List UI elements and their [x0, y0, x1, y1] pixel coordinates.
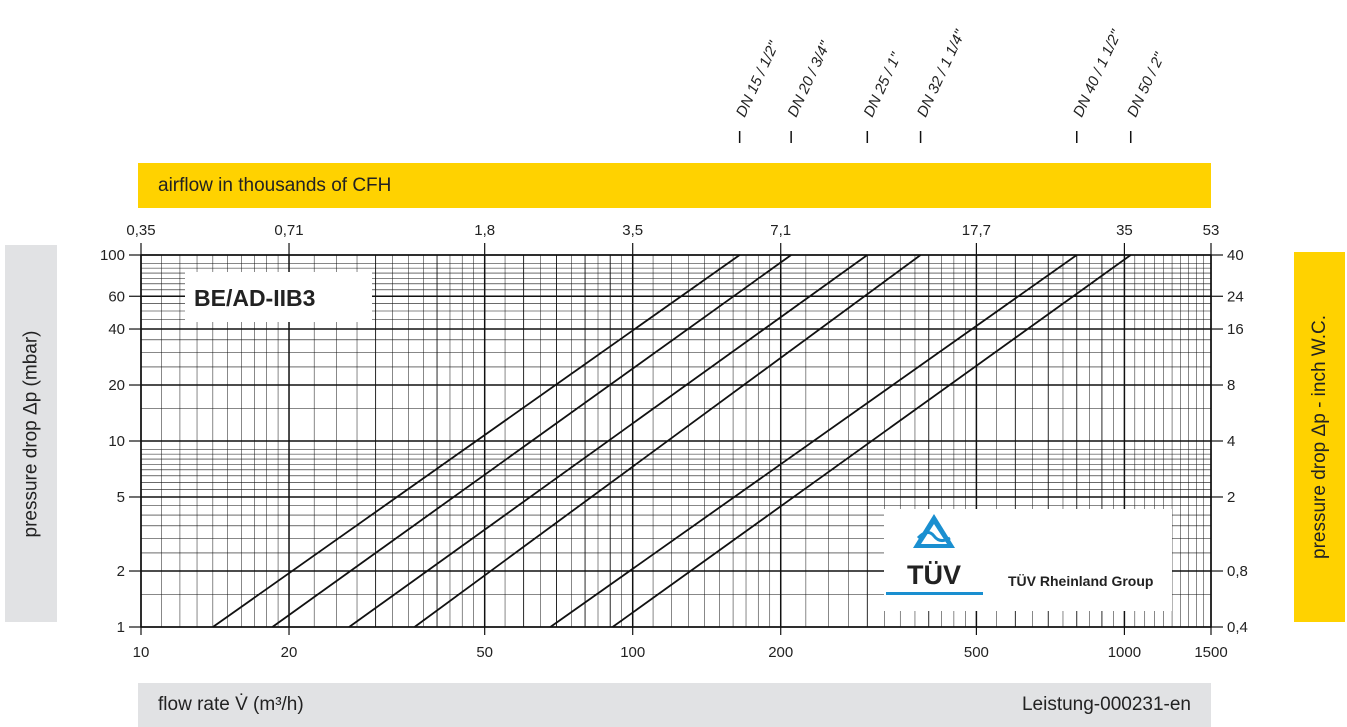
top-tick-label: 1,8: [474, 222, 495, 239]
series-line: [212, 254, 741, 628]
top-tick-label: 0,71: [274, 222, 303, 239]
right-tick-label: 0,4: [1227, 619, 1248, 636]
y-tick-label: 40: [108, 321, 125, 338]
top-axis-label: airflow in thousands of CFH: [158, 174, 392, 196]
right-tick-label: 8: [1227, 377, 1235, 394]
x-tick-label: 50: [476, 644, 493, 661]
y-tick-label: 2: [117, 563, 125, 580]
top-tick-label: 35: [1116, 222, 1133, 239]
series-label: DN 15 / 1/2": [733, 38, 783, 119]
series-line: [549, 254, 1078, 628]
y-tick-label: 100: [100, 247, 125, 264]
tuv-triangle-icon: [913, 514, 955, 548]
series-line: [612, 254, 1132, 628]
top-tick-label: 3,5: [622, 222, 643, 239]
series-label: DN 25 / 1": [861, 50, 906, 120]
top-tick-label: 53: [1203, 222, 1220, 239]
x-tick-label: 1500: [1194, 644, 1227, 661]
logo-underline: [886, 592, 983, 595]
y-tick-label: 5: [117, 489, 125, 506]
bottom-axis-band: flow rate V̇ (m³/h) Leistung-000231-en: [138, 683, 1211, 727]
y-tick-label: 1: [117, 619, 125, 636]
x-tick-label: 100: [620, 644, 645, 661]
right-tick-label: 16: [1227, 321, 1244, 338]
y-tick-label: 10: [108, 433, 125, 450]
series-label: DN 50 / 2": [1124, 50, 1169, 120]
x-tick-label: 10: [133, 644, 150, 661]
x-tick-label: 500: [964, 644, 989, 661]
top-axis-band: airflow in thousands of CFH: [138, 163, 1211, 208]
series-label: DN 20 / 3/4": [784, 38, 834, 119]
series-line: [271, 254, 792, 628]
series-line: [414, 254, 922, 628]
x-axis-label: flow rate V̇ (m³/h): [158, 694, 304, 715]
chart-title: BE/AD-IIB3: [194, 285, 315, 311]
series-label: DN 40 / 1 1/2": [1070, 27, 1125, 120]
y-tick-label: 20: [108, 377, 125, 394]
top-tick-label: 0,35: [126, 222, 155, 239]
right-tick-label: 0,8: [1227, 563, 1248, 580]
right-tick-label: 4: [1227, 433, 1235, 450]
top-tick-label: 17,7: [962, 222, 991, 239]
tuv-logo-text: TÜV: [907, 560, 961, 590]
tuv-group-text: TÜV Rheinland Group: [1008, 573, 1153, 589]
series-lines: [212, 254, 1132, 628]
top-tick-label: 7,1: [770, 222, 791, 239]
reference-code: Leistung-000231-en: [1021, 694, 1191, 715]
left-axis-band: pressure drop Δp (mbar): [5, 245, 57, 622]
tuv-certification-logo: TÜV TÜV Rheinland Group: [884, 509, 1172, 611]
right-tick-label: 2: [1227, 489, 1235, 506]
y-tick-label: 60: [108, 288, 125, 305]
x-tick-label: 20: [281, 644, 298, 661]
x-tick-label: 1000: [1108, 644, 1141, 661]
series-line: [348, 254, 868, 628]
series-label: DN 32 / 1 1/4": [914, 27, 969, 120]
right-tick-label: 40: [1227, 247, 1244, 264]
right-tick-label: 24: [1227, 288, 1244, 305]
right-axis-band: pressure drop Δp - inch W.C.: [1294, 252, 1345, 622]
title-box: [185, 272, 372, 322]
x-tick-label: 200: [768, 644, 793, 661]
